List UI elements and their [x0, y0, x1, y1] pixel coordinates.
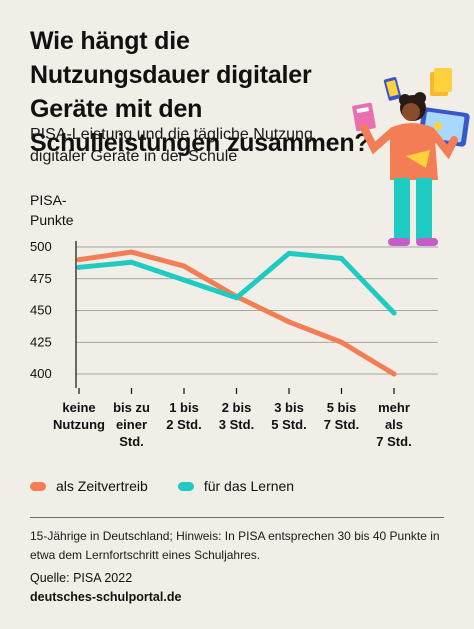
footnote: 15-Jährige in Deutschland; Hinweis: In P…	[30, 529, 440, 562]
page-title: Wie hängt die Nutzungsdauer digitaler Ge…	[30, 27, 370, 157]
student-illustration	[352, 68, 470, 246]
book-icon	[352, 102, 376, 132]
x-tick-label: bis zu einer Std.	[113, 400, 150, 449]
data-point	[391, 310, 397, 316]
x-tick-label: mehr als 7 Std.	[376, 400, 411, 449]
y-tick-label: 475	[30, 271, 52, 286]
y-axis-label: PISA-Punkte	[30, 192, 74, 228]
legend-item-zeitvertreib: als Zeitvertreib	[30, 478, 148, 494]
legend-swatch-teal	[177, 481, 194, 491]
y-tick-label: 400	[30, 366, 52, 381]
data-point	[286, 250, 292, 256]
x-tick-label: 3 bis 5 Std.	[271, 400, 306, 432]
x-tick-label: 5 bis 7 Std.	[324, 400, 359, 432]
divider	[30, 517, 444, 518]
phone-icon	[383, 77, 402, 101]
source-text: Quelle: PISA 2022	[30, 571, 133, 585]
data-point	[129, 249, 134, 255]
data-point	[391, 371, 397, 377]
data-point	[181, 263, 187, 269]
x-tick-label: keine Nutzung	[53, 400, 105, 432]
legend-label: als Zeitvertreib	[56, 478, 148, 494]
y-tick-label: 450	[30, 303, 52, 318]
x-tick-label: 2 bis 3 Std.	[219, 400, 254, 432]
series-line-0	[76, 249, 397, 377]
y-tick-label: 500	[30, 239, 52, 254]
notebook-icon	[430, 68, 452, 96]
data-point	[76, 257, 82, 263]
series-line-1	[76, 250, 397, 316]
site-url: deutsches-schulportal.de	[30, 590, 182, 604]
chart-subtitle: PISA-Leistung und die tägliche Nutzung d…	[30, 126, 313, 165]
x-tick-label: 1 bis 2 Std.	[166, 400, 201, 432]
data-point	[339, 339, 344, 345]
legend: als Zeitvertreib für das Lernen	[30, 478, 324, 494]
data-point	[181, 277, 187, 283]
legend-swatch-orange	[30, 481, 46, 491]
data-point	[339, 255, 344, 261]
data-point	[129, 259, 134, 265]
legend-label: für das Lernen	[203, 478, 295, 494]
data-point	[76, 264, 82, 270]
data-point	[234, 295, 239, 301]
y-tick-label: 425	[30, 334, 52, 349]
data-point	[286, 319, 292, 325]
legend-item-lernen: für das Lernen	[177, 478, 295, 494]
